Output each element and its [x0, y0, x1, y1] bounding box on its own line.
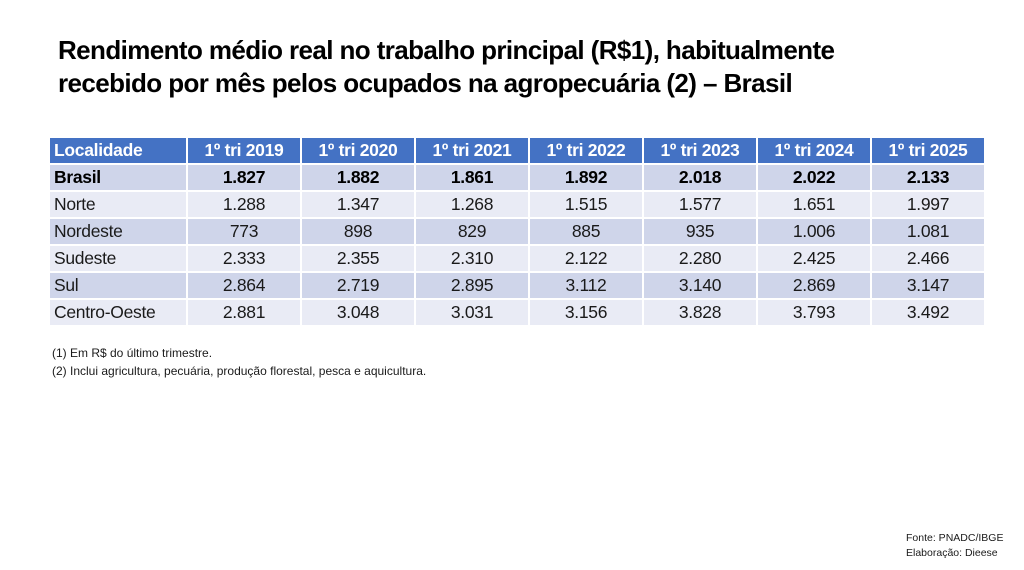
table-cell: 935 [644, 219, 758, 246]
table-cell: 898 [302, 219, 416, 246]
table-cell: 3.793 [758, 300, 872, 327]
table-cell: 1.288 [188, 192, 302, 219]
table-row-norte: Norte 1.288 1.347 1.268 1.515 1.577 1.65… [50, 192, 986, 219]
table-row-centro-oeste: Centro-Oeste 2.881 3.048 3.031 3.156 3.8… [50, 300, 986, 327]
table-cell: 2.425 [758, 246, 872, 273]
title-line-2: recebido por mês pelos ocupados na agrop… [58, 68, 793, 98]
table-cell: 1.006 [758, 219, 872, 246]
table-cell: 2.895 [416, 273, 530, 300]
column-header-2024: 1º tri 2024 [758, 138, 872, 165]
page-title: Rendimento médio real no trabalho princi… [58, 34, 998, 100]
table-cell: 3.112 [530, 273, 644, 300]
column-header-2019: 1º tri 2019 [188, 138, 302, 165]
table-cell: 3.492 [872, 300, 986, 327]
table-cell: 1.997 [872, 192, 986, 219]
source-fonte: Fonte: PNADC/IBGE [906, 532, 1004, 544]
table-cell: 3.147 [872, 273, 986, 300]
table-cell: 2.881 [188, 300, 302, 327]
table-cell: 885 [530, 219, 644, 246]
column-header-2025: 1º tri 2025 [872, 138, 986, 165]
table-cell: 3.140 [644, 273, 758, 300]
table-cell: 2.280 [644, 246, 758, 273]
table-cell: 1.882 [302, 165, 416, 192]
table-cell: 1.651 [758, 192, 872, 219]
row-label: Norte [50, 192, 188, 219]
table-cell: 2.133 [872, 165, 986, 192]
column-header-2021: 1º tri 2021 [416, 138, 530, 165]
title-line-1: Rendimento médio real no trabalho princi… [58, 35, 835, 65]
table-row-brasil: Brasil 1.827 1.882 1.861 1.892 2.018 2.0… [50, 165, 986, 192]
table-cell: 2.022 [758, 165, 872, 192]
table-cell: 3.031 [416, 300, 530, 327]
income-table: Localidade 1º tri 2019 1º tri 2020 1º tr… [50, 138, 986, 327]
table-cell: 2.122 [530, 246, 644, 273]
footnotes: (1) Em R$ do último trimestre. (2) Inclu… [52, 344, 426, 380]
table-cell: 2.719 [302, 273, 416, 300]
source-credits: Fonte: PNADC/IBGE Elaboração: Dieese [906, 531, 1003, 561]
table-cell: 773 [188, 219, 302, 246]
table-cell: 3.828 [644, 300, 758, 327]
table-cell: 1.577 [644, 192, 758, 219]
row-label: Nordeste [50, 219, 188, 246]
table-cell: 2.310 [416, 246, 530, 273]
row-label: Sul [50, 273, 188, 300]
table-cell: 2.466 [872, 246, 986, 273]
table-header-row: Localidade 1º tri 2019 1º tri 2020 1º tr… [50, 138, 986, 165]
table-cell: 1.347 [302, 192, 416, 219]
column-header-2023: 1º tri 2023 [644, 138, 758, 165]
table-cell: 3.156 [530, 300, 644, 327]
table-cell: 1.515 [530, 192, 644, 219]
footnote-2: (2) Inclui agricultura, pecuária, produç… [52, 364, 427, 378]
table-cell: 1.861 [416, 165, 530, 192]
source-elaboracao: Elaboração: Dieese [906, 547, 998, 559]
table-cell: 3.048 [302, 300, 416, 327]
column-header-localidade: Localidade [50, 138, 188, 165]
table-cell: 1.892 [530, 165, 644, 192]
table-cell: 1.081 [872, 219, 986, 246]
table-cell: 2.869 [758, 273, 872, 300]
table-row-sul: Sul 2.864 2.719 2.895 3.112 3.140 2.869 … [50, 273, 986, 300]
table-cell: 1.268 [416, 192, 530, 219]
footnote-1: (1) Em R$ do último trimestre. [52, 346, 213, 360]
table-cell: 2.355 [302, 246, 416, 273]
table-cell: 2.018 [644, 165, 758, 192]
table-row-nordeste: Nordeste 773 898 829 885 935 1.006 1.081 [50, 219, 986, 246]
table-cell: 1.827 [188, 165, 302, 192]
column-header-2022: 1º tri 2022 [530, 138, 644, 165]
column-header-2020: 1º tri 2020 [302, 138, 416, 165]
table-cell: 829 [416, 219, 530, 246]
row-label: Brasil [50, 165, 188, 192]
table-cell: 2.864 [188, 273, 302, 300]
row-label: Sudeste [50, 246, 188, 273]
row-label: Centro-Oeste [50, 300, 188, 327]
table-row-sudeste: Sudeste 2.333 2.355 2.310 2.122 2.280 2.… [50, 246, 986, 273]
table-cell: 2.333 [188, 246, 302, 273]
